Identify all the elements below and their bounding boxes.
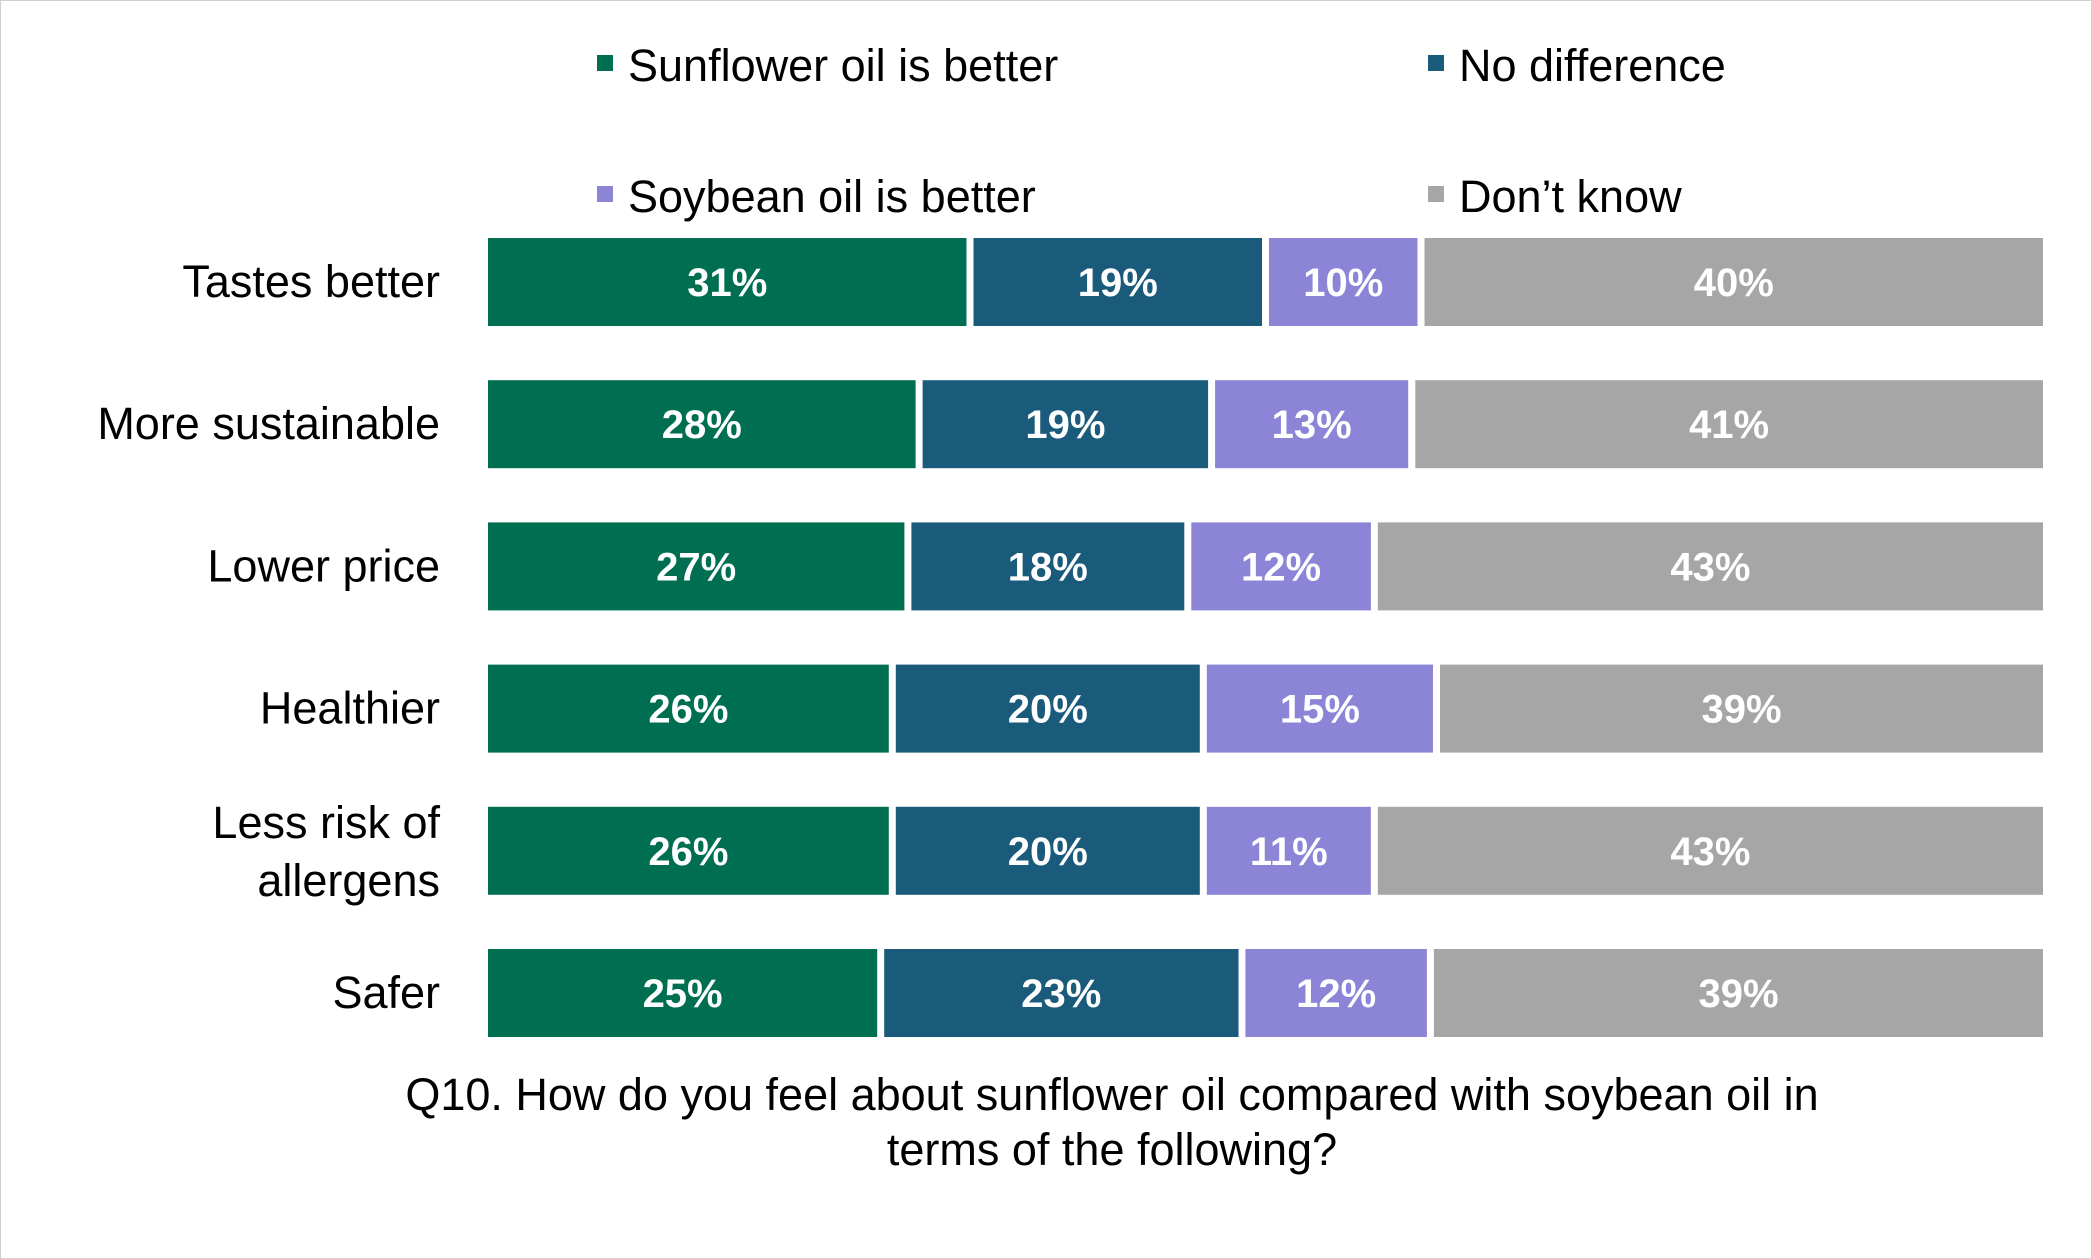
bar-segment-less-risk-of-allergens-no-difference — [895, 806, 1200, 895]
bar-segment-lower-price-no-difference — [911, 522, 1185, 611]
data-label-safer-soybean-oil-is-better: 12% — [1296, 972, 1376, 1016]
data-label-lower-price-soybean-oil-is-better: 12% — [1241, 545, 1321, 589]
bar-segment-tastes-better-sunflower-oil-is-better — [488, 238, 967, 326]
bars: 31% 19% 10% 40%28% 19% 13% 41%27% 18% 12% 43%26% 2… — [488, 238, 2043, 1037]
bar-segment-healthier-sunflower-oil-is-better — [488, 664, 889, 753]
data-label-tastes-better-soybean-oil-is-better: 10% — [1303, 261, 1383, 305]
bar-segment-tastes-better-no-difference — [973, 238, 1262, 326]
category-label-less-risk-of-allergens: Less risk of allergens — [212, 797, 440, 906]
data-label-tastes-better-don-t-know: 40% — [1694, 261, 1774, 305]
bar-segment-healthier-soybean-oil-is-better — [1206, 664, 1433, 753]
legend-swatch-no-difference — [1428, 55, 1444, 71]
category-label-healthier: Healthier — [260, 683, 440, 734]
bar-segment-lower-price-don-t-know — [1377, 522, 2043, 611]
bar-segment-lower-price-soybean-oil-is-better — [1191, 522, 1371, 611]
legend-swatch-sunflower-oil-is-better — [597, 55, 613, 71]
bar-segment-safer-don-t-know — [1433, 949, 2043, 1037]
legend-label-soybean-oil-is-better: Soybean oil is better — [628, 171, 1036, 222]
caption-line-1: Q10. How do you feel about sunflower oil… — [405, 1069, 1818, 1120]
bar-segment-more-sustainable-sunflower-oil-is-better — [488, 380, 916, 469]
category-label-lower-price: Lower price — [207, 540, 440, 591]
data-label-more-sustainable-sunflower-oil-is-better: 28% — [662, 403, 742, 447]
data-label-less-risk-of-allergens-don-t-know: 43% — [1670, 830, 1750, 874]
legend-item-soybean-oil-is-better: Soybean oil is better — [597, 171, 1036, 222]
bar-row-tastes-better: 31% 19% 10% 40% — [488, 238, 2043, 326]
legend-label-don-t-know: Don’t know — [1459, 171, 1682, 222]
bar-segment-safer-soybean-oil-is-better — [1245, 949, 1427, 1037]
bar-segment-healthier-don-t-know — [1440, 664, 2043, 753]
data-label-lower-price-no-difference: 18% — [1008, 545, 1088, 589]
bar-segment-less-risk-of-allergens-don-t-know — [1377, 806, 2043, 895]
bar-segment-more-sustainable-don-t-know — [1415, 380, 2043, 469]
bar-row-more-sustainable: 28% 19% 13% 41% — [488, 380, 2043, 469]
category-labels: Tastes better More sustainable Lower price… — [97, 256, 440, 1018]
chart-caption: Q10. How do you feel about sunflower oil… — [405, 1069, 1818, 1175]
bar-segment-tastes-better-soybean-oil-is-better — [1269, 238, 1418, 326]
bar-row-lower-price: 27% 18% 12% 43% — [488, 522, 2043, 611]
data-label-healthier-soybean-oil-is-better: 15% — [1280, 688, 1360, 732]
data-label-safer-don-t-know: 39% — [1698, 972, 1778, 1016]
legend-label-no-difference: No difference — [1459, 40, 1726, 91]
bar-row-less-risk-of-allergens: 26% 20% 11% 43% — [488, 806, 2043, 895]
data-label-healthier-no-difference: 20% — [1008, 688, 1088, 732]
data-label-healthier-sunflower-oil-is-better: 26% — [648, 688, 728, 732]
legend-swatch-don-t-know — [1428, 186, 1444, 202]
bar-segment-safer-no-difference — [884, 949, 1239, 1037]
bar-row-safer: 25% 23% 12% 39% — [488, 949, 2043, 1037]
data-label-less-risk-of-allergens-no-difference: 20% — [1008, 830, 1088, 874]
data-label-more-sustainable-no-difference: 19% — [1025, 403, 1105, 447]
legend-label-sunflower-oil-is-better: Sunflower oil is better — [628, 40, 1058, 91]
data-label-less-risk-of-allergens-soybean-oil-is-better: 11% — [1250, 830, 1328, 874]
category-label-safer: Safer — [332, 967, 440, 1018]
legend-item-sunflower-oil-is-better: Sunflower oil is better — [597, 40, 1058, 91]
bar-segment-more-sustainable-no-difference — [922, 380, 1209, 469]
bar-segment-lower-price-sunflower-oil-is-better — [488, 522, 905, 611]
bar-segment-more-sustainable-soybean-oil-is-better — [1215, 380, 1409, 469]
data-label-tastes-better-no-difference: 19% — [1078, 261, 1158, 305]
data-label-more-sustainable-don-t-know: 41% — [1689, 403, 1769, 447]
data-label-safer-no-difference: 23% — [1021, 972, 1101, 1016]
data-label-safer-sunflower-oil-is-better: 25% — [643, 972, 723, 1016]
legend-swatch-soybean-oil-is-better — [597, 186, 613, 202]
bar-segment-tastes-better-don-t-know — [1424, 238, 2043, 326]
data-label-tastes-better-sunflower-oil-is-better: 31% — [687, 261, 767, 305]
data-label-lower-price-don-t-know: 43% — [1670, 545, 1750, 589]
legend: Sunflower oil is better No difference Soyb… — [597, 40, 1726, 222]
data-label-less-risk-of-allergens-sunflower-oil-is-better: 26% — [648, 830, 728, 874]
data-label-healthier-don-t-know: 39% — [1701, 688, 1781, 732]
caption-line-2: terms of the following? — [887, 1124, 1337, 1175]
bar-segment-less-risk-of-allergens-sunflower-oil-is-better — [488, 806, 889, 895]
data-label-lower-price-sunflower-oil-is-better: 27% — [656, 545, 736, 589]
data-label-more-sustainable-soybean-oil-is-better: 13% — [1272, 403, 1352, 447]
legend-item-don-t-know: Don’t know — [1428, 171, 1682, 222]
category-label-tastes-better: Tastes better — [182, 256, 440, 307]
category-label-more-sustainable: More sustainable — [97, 398, 440, 449]
legend-item-no-difference: No difference — [1428, 40, 1726, 91]
bar-segment-safer-sunflower-oil-is-better — [488, 949, 878, 1037]
bar-segment-less-risk-of-allergens-soybean-oil-is-better — [1206, 806, 1371, 895]
bar-row-healthier: 26% 20% 15% 39% — [488, 664, 2043, 753]
bar-segment-healthier-no-difference — [895, 664, 1200, 753]
